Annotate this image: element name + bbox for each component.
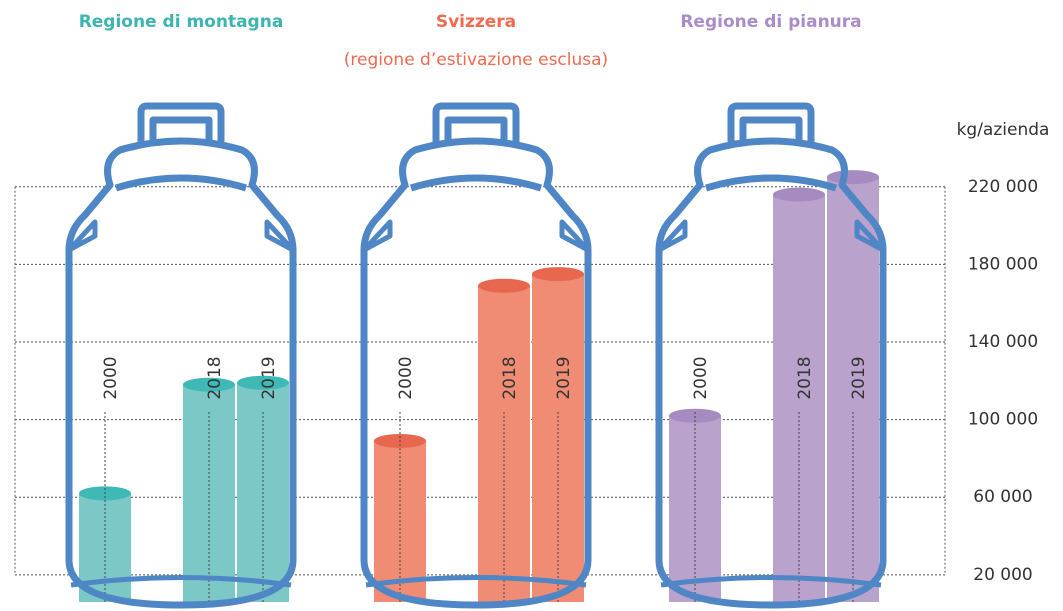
bar-body (827, 177, 879, 602)
year-label: 2000 (101, 356, 121, 399)
bar-top (773, 187, 825, 202)
y-tick-label: 100 000 (968, 410, 1038, 430)
group-title: Regione di pianura (680, 12, 861, 32)
bar-body (532, 274, 584, 602)
year-label: 2018 (500, 356, 520, 399)
year-label: 2000 (396, 356, 416, 399)
group-title: Regione di montagna (79, 12, 284, 32)
group-subtitle: (regione d’estivazione esclusa) (344, 50, 608, 70)
bar-top (827, 170, 879, 185)
y-tick-label: 140 000 (968, 332, 1038, 352)
can-neck (409, 174, 543, 192)
year-label: 2018 (795, 356, 815, 399)
can-shoulder (66, 219, 296, 253)
year-label: 2018 (205, 356, 225, 399)
can (65, 137, 297, 609)
year-label: 2019 (554, 356, 574, 399)
year-label: 2019 (259, 356, 279, 399)
can-handle (432, 102, 520, 145)
can-neck (114, 174, 248, 192)
bar (532, 267, 584, 602)
bar-top (237, 375, 289, 390)
can (360, 137, 592, 609)
year-label: 2019 (849, 356, 869, 399)
y-tick-label: 220 000 (968, 177, 1038, 197)
can-bottom (660, 575, 882, 588)
can-neck (704, 174, 838, 192)
bar (773, 187, 825, 603)
bar-top (478, 278, 530, 293)
bar (827, 170, 879, 602)
can (655, 137, 887, 609)
y-tick-label: 180 000 (968, 254, 1038, 274)
bar-body (773, 194, 825, 603)
y-axis-label: kg/azienda (957, 120, 1050, 140)
can-shoulder (656, 219, 886, 253)
bar-body (478, 285, 530, 602)
can-handle (137, 102, 225, 145)
y-tick-label: 20 000 (973, 565, 1032, 585)
y-tick-label: 60 000 (973, 487, 1032, 507)
can-bottom (70, 575, 292, 588)
bar-top (183, 377, 235, 392)
bar-top (669, 408, 721, 423)
can-shoulder (361, 219, 591, 253)
can-handle (727, 102, 815, 145)
bar-top (532, 267, 584, 282)
year-label: 2000 (691, 356, 711, 399)
can-bottom (365, 575, 587, 588)
group-title: Svizzera (436, 12, 516, 32)
